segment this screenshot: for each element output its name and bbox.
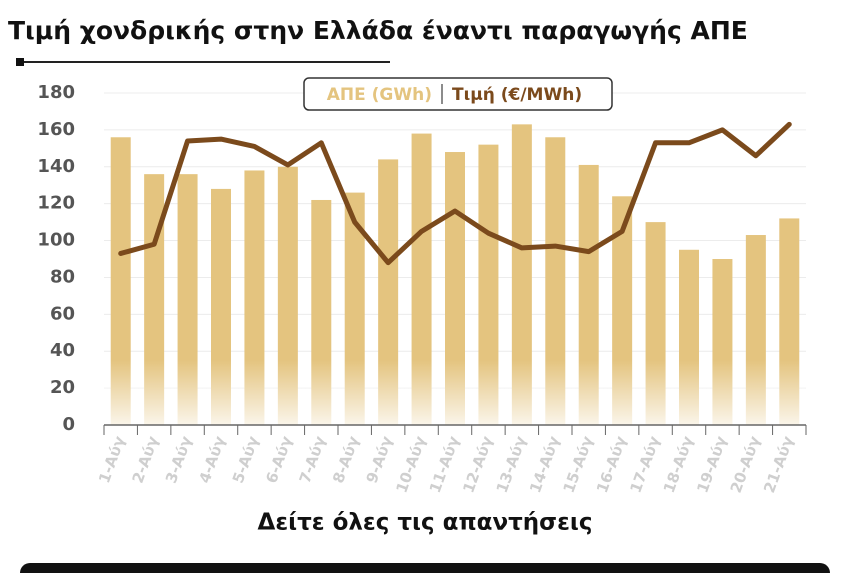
bar bbox=[411, 133, 432, 426]
bar bbox=[545, 137, 566, 425]
x-tick-label: 6-Αύγ bbox=[262, 434, 296, 486]
legend-entry: Τιμή (€/MWh) bbox=[452, 85, 582, 105]
bar bbox=[511, 124, 532, 425]
x-tick-label: 14-Αύγ bbox=[526, 434, 563, 496]
x-tick-label: 20-Αύγ bbox=[727, 434, 764, 496]
bar-fade bbox=[100, 360, 810, 426]
bottom-bar bbox=[20, 563, 830, 573]
x-tick-label: 18-Αύγ bbox=[660, 434, 697, 496]
x-tick-label: 9-Αύγ bbox=[363, 434, 397, 486]
bar bbox=[445, 152, 465, 425]
y-tick-label: 0 bbox=[62, 414, 75, 435]
y-tick-label: 180 bbox=[37, 82, 75, 103]
x-tick-label: 8-Αύγ bbox=[329, 434, 363, 486]
bar bbox=[378, 159, 399, 425]
lines bbox=[118, 121, 792, 266]
x-tick-label: 4-Αύγ bbox=[195, 434, 229, 486]
x-tick-label: 16-Αύγ bbox=[593, 434, 630, 496]
x-tick-label: 13-Αύγ bbox=[493, 434, 530, 496]
y-tick-label: 60 bbox=[50, 303, 75, 324]
legend-entry: ΑΠΕ (GWh) bbox=[327, 85, 432, 105]
legend-box bbox=[303, 77, 613, 111]
x-tick-label: 1-Αύγ bbox=[95, 434, 129, 486]
chart-title: Τιμή χονδρικής στην Ελλάδα έναντι παραγω… bbox=[8, 16, 748, 45]
x-tick-label: 19-Αύγ bbox=[693, 434, 730, 496]
title-rule-dot bbox=[16, 58, 24, 66]
bar bbox=[578, 164, 599, 425]
x-tick-label: 10-Αύγ bbox=[392, 434, 429, 496]
x-tick-label: 5-Αύγ bbox=[229, 434, 263, 486]
x-tick-label: 11-Αύγ bbox=[426, 434, 463, 496]
x-tick-label: 12-Αύγ bbox=[459, 434, 496, 496]
y-tick-label: 40 bbox=[50, 340, 75, 361]
y-tick-label: 160 bbox=[37, 119, 75, 140]
x-tick-label: 21-Αύγ bbox=[760, 434, 797, 496]
x-tick-label: 7-Αύγ bbox=[296, 434, 330, 486]
line bbox=[118, 121, 792, 266]
x-tick-label: 2-Αύγ bbox=[129, 434, 163, 486]
y-tick-label: 20 bbox=[50, 377, 75, 398]
y-tick-label: 80 bbox=[50, 266, 75, 287]
y-tick-label: 100 bbox=[37, 230, 75, 251]
y-tick-label: 140 bbox=[37, 156, 75, 177]
x-tick-label: 3-Αύγ bbox=[162, 434, 196, 486]
y-tick-label: 120 bbox=[37, 193, 75, 214]
legend: ΑΠΕ (GWh) Τιμή (€/MWh) bbox=[327, 85, 582, 105]
x-tick-label: 17-Αύγ bbox=[626, 434, 663, 496]
bar bbox=[478, 144, 499, 425]
bar bbox=[110, 137, 131, 425]
x-tick-label: 15-Αύγ bbox=[560, 434, 597, 496]
see-all-answers-link[interactable]: Δείτε όλες τις απαντήσεις bbox=[258, 510, 593, 536]
